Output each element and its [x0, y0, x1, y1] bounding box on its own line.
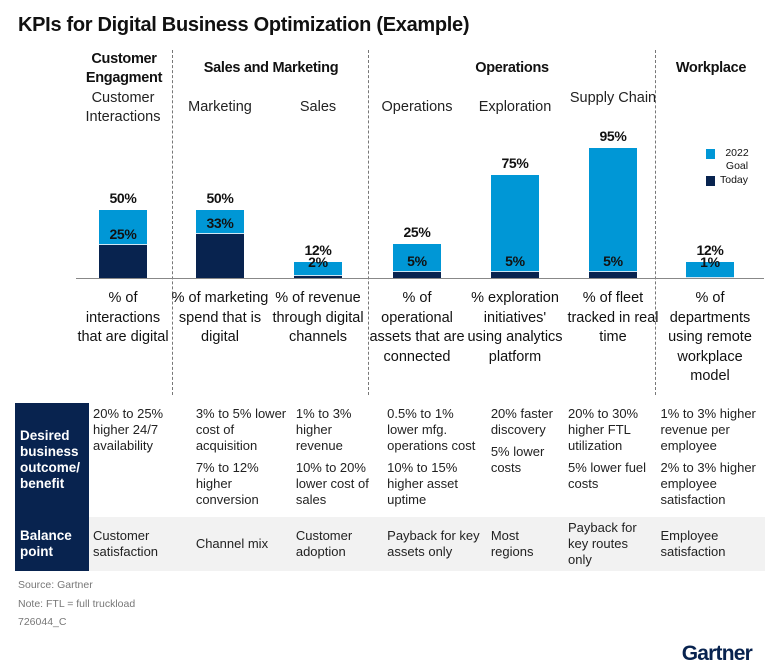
goal-value-label: 75%: [501, 155, 529, 172]
today-value-label: 5%: [603, 253, 623, 270]
bar-today: [294, 275, 342, 279]
column-sublabel: Exploration: [478, 99, 552, 115]
column-sublabel: Sales: [299, 99, 337, 115]
column-sublabel: Customer Interactions: [85, 90, 161, 125]
balance-cell: Payback for key assets only: [383, 517, 487, 571]
balance-cell: Most regions: [486, 517, 564, 571]
kpi-description: % of revenue through digital channels: [272, 290, 364, 345]
outcome-item: 10% to 15% higher asset uptime: [387, 460, 458, 507]
today-value-label: 2%: [308, 254, 328, 270]
column-sublabel: Supply Chain: [569, 90, 657, 106]
row-header-balance: Balance point: [15, 517, 89, 571]
outcome-cell: 20% faster discovery 5% lower costs: [487, 403, 564, 517]
kpi-description: % of fleet tracked in real time: [567, 290, 659, 345]
today-value-label: 25%: [109, 225, 137, 242]
outcome-item: 7% to 12% higher conversion: [195, 460, 259, 507]
bar-goal: [491, 175, 539, 278]
bar-today: [491, 271, 539, 279]
goal-value-label: 95%: [599, 127, 627, 144]
bar-today: [99, 243, 147, 279]
x-axis-baseline: [76, 278, 764, 279]
bar-today: [393, 271, 441, 279]
gartner-logo: Gartner: [681, 642, 753, 665]
today-value-label: 5%: [407, 253, 427, 270]
page-title: KPIs for Digital Business Optimization (…: [18, 14, 470, 36]
balance-cell: Customer satisfaction: [89, 517, 192, 571]
today-value-label: 1%: [700, 254, 720, 270]
source-note: Source: Gartner: [18, 579, 93, 591]
outcome-item: 1% to 3% higher revenue per employee: [660, 406, 756, 453]
column-sublabel: Operations: [381, 99, 453, 115]
bar-goal: [294, 261, 342, 278]
balance-cell: Customer adoption: [291, 517, 384, 571]
outcome-item: 10% to 20% lower cost of sales: [295, 460, 369, 507]
outcome-item: 5% lower costs: [490, 444, 545, 475]
ftl-note: Note: FTL = full truckload: [18, 598, 136, 610]
outcome-cell: 20% to 25% higher 24/7 availability: [89, 403, 192, 517]
kpi-description: % exploration initiatives' using analyti…: [467, 290, 563, 365]
outcome-item: 20% to 25% higher 24/7 availability: [93, 406, 164, 453]
group-customer-engagement: Customer Engagment: [85, 51, 163, 86]
column-sublabel: Marketing: [188, 99, 252, 115]
figure-code: 726044_C: [18, 616, 67, 628]
goal-value-label: 25%: [403, 223, 431, 240]
outcome-table: Desired business outcome/ benefit 20% to …: [15, 403, 765, 571]
kpi-description: % of interactions that are digital: [77, 290, 169, 345]
outcome-item: 3% to 5% lower cost of acquisition: [195, 406, 287, 453]
goal-value-label: 12%: [304, 241, 332, 258]
bar-today: [196, 232, 244, 279]
balance-cell: Channel mix: [191, 517, 292, 571]
goal-value-label: 50%: [109, 189, 137, 206]
today-value-label: 33%: [206, 214, 234, 231]
legend-today-swatch: [706, 176, 715, 186]
group-operations: Operations: [475, 60, 549, 76]
outcome-item: 20% to 30% higher FTL utilization: [568, 406, 639, 453]
bar-today: [686, 276, 734, 279]
bar-goal: [686, 261, 734, 278]
today-value-label: 5%: [505, 253, 525, 270]
balance-cell: Payback for key routes only: [564, 517, 657, 571]
outcome-cell: 3% to 5% lower cost of acquisition 7% to …: [192, 403, 292, 517]
outcome-cell: 1% to 3% higher revenue 10% to 20% lower …: [292, 403, 383, 517]
kpi-description: % of operational assets that are connect…: [369, 290, 465, 365]
outcome-cell: 0.5% to 1% lower mfg. operations cost 10%…: [383, 403, 487, 517]
outcome-item: 1% to 3% higher revenue: [295, 406, 352, 453]
divider: [368, 50, 369, 395]
goal-value-label: 12%: [696, 241, 724, 258]
outcome-cell: 20% to 30% higher FTL utilization 5% lowe…: [564, 403, 656, 517]
outcome-cell: 1% to 3% higher revenue per employee 2% t…: [656, 403, 765, 517]
bar-today: [589, 271, 637, 279]
legend-goal-swatch: [706, 149, 715, 159]
kpi-description: % of departments using remote workplace …: [668, 290, 752, 384]
outcome-item: 2% to 3% higher employee satisfaction: [660, 460, 756, 507]
outcome-item: 20% faster discovery: [490, 406, 553, 437]
outcome-item: 5% lower fuel costs: [568, 460, 647, 491]
outcome-item: 0.5% to 1% lower mfg. operations cost: [387, 406, 476, 453]
kpi-description: % of marketing spend that is digital: [171, 290, 269, 345]
divider: [172, 50, 173, 395]
divider: [655, 50, 656, 395]
bar-goal: [589, 147, 637, 278]
group-workplace: Workplace: [675, 60, 747, 76]
goal-value-label: 50%: [206, 189, 234, 206]
group-sales-marketing: Sales and Marketing: [203, 60, 339, 76]
row-header-outcome: Desired business outcome/ benefit: [15, 403, 89, 517]
balance-cell: Employee satisfaction: [656, 517, 765, 571]
